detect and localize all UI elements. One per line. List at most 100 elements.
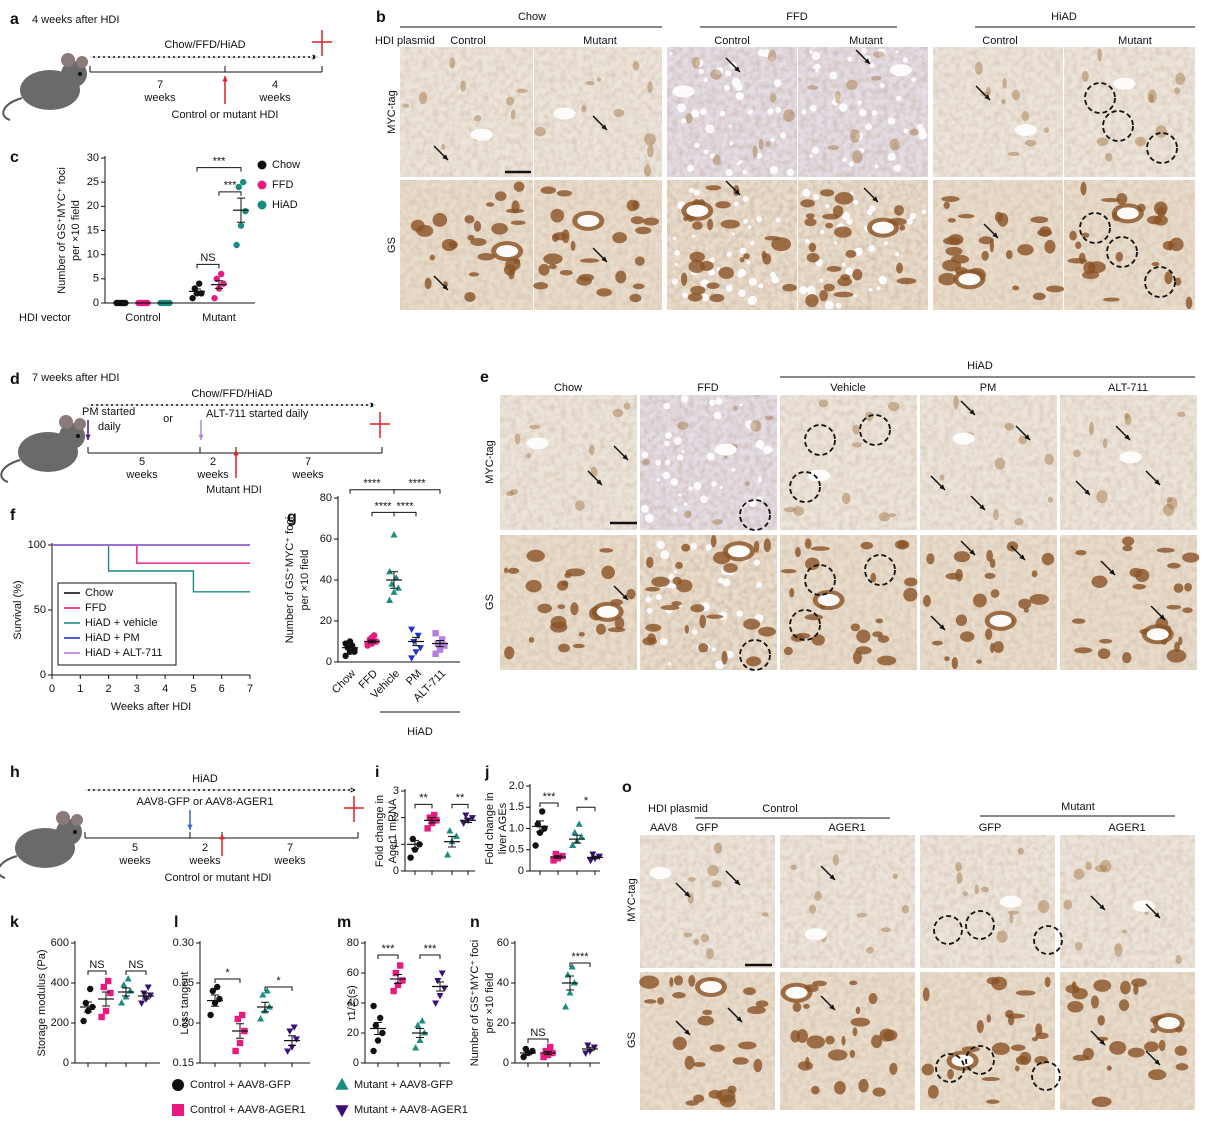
stained-cells [1173,583,1184,593]
data-point [120,981,128,988]
x-axis-label: Weeks after HDI [111,701,192,713]
stained-cells [672,576,682,585]
lipid-vacuole [815,69,819,73]
stained-cells [850,623,861,632]
stained-cells [693,1094,705,1103]
label: 7 [157,79,163,91]
focus-circle [1084,82,1116,114]
stained-cells [811,1085,820,1095]
micrograph-texture [500,395,637,530]
significance-label: * [225,967,230,979]
lipid-vacuole [773,79,782,87]
stained-cells [705,185,722,191]
lipid-vacuole [841,211,850,221]
label: Chow [518,11,546,23]
focus-circle [1144,266,1176,298]
data-point [540,1053,547,1061]
error-bar [346,645,354,650]
data-point [346,638,354,645]
label: weeks [188,855,221,867]
label: weeks [258,92,291,104]
vessel [785,986,808,999]
stained-cells [551,233,559,242]
stained-cells [743,618,761,630]
stained-cells [550,208,565,223]
data-point [392,969,399,977]
alt-arrow-head [198,434,204,440]
label: PM [980,382,997,394]
lipid-vacuole [673,507,678,513]
stained-cells [926,553,935,565]
vessel [672,85,695,98]
pointer-arrow-head [734,879,740,885]
significance-bracket [393,489,441,494]
lipid-vacuole [738,289,746,297]
stained-cells [771,237,792,252]
y-tick-label: 600 [51,937,69,949]
micrograph-texture [798,180,928,310]
lipid-vacuole [865,123,872,131]
stained-cells [441,143,446,150]
stained-cells [943,201,950,209]
stained-cells [526,453,532,459]
data-point [144,984,152,991]
stained-cells [827,145,840,151]
lipid-vacuole [695,59,704,68]
pointer-arrow-head [872,196,878,202]
data-point [377,1014,384,1022]
stained-cells [1109,1040,1127,1055]
lipid-vacuole [747,225,752,230]
stained-cells [985,87,991,96]
lipid-vacuole [748,422,757,431]
error-bar [524,1050,532,1056]
lipid-vacuole [708,268,716,276]
data-point [446,827,454,834]
mouse-icon [2,52,89,121]
vessel [649,867,672,880]
pointer-arrow-head [1099,1039,1105,1045]
pointer-arrow-head [1159,614,1165,620]
y-tick-label: 5 [93,273,99,285]
lipid-vacuole [735,83,743,91]
stained-cells [548,264,557,270]
label: weeks [273,855,306,867]
pointer-arrow-head [684,891,690,897]
data-point [107,989,114,997]
data-point [444,851,452,858]
stained-cells [974,61,983,75]
lipid-vacuole [909,212,917,220]
data-point [569,841,577,849]
data-point [284,1048,292,1055]
data-point [218,270,225,278]
stained-cells [834,226,852,238]
stained-cells [1014,1065,1020,1072]
stained-cells [745,481,751,487]
stained-cells [746,656,762,667]
data-point [211,294,218,302]
data-point [342,652,349,660]
y-tick-label: 1 [393,838,399,850]
stained-cells [823,283,835,292]
lipid-vacuole [725,284,733,292]
stained-cells [872,1087,886,1097]
lipid-vacuole [667,662,672,666]
pointer-arrow-head [622,454,628,460]
data-point [390,588,398,595]
data-point [286,1028,294,1035]
stained-cells [765,141,771,148]
lipid-vacuole [705,124,715,134]
stained-cells [651,576,670,587]
lipid-vacuole [756,581,762,588]
stained-cells [504,646,515,660]
lipid-vacuole [883,241,889,246]
significance-label: * [584,795,589,807]
vessel [1014,123,1037,136]
lipid-vacuole [809,154,813,158]
y-tick-label: 20 [347,1027,359,1039]
legend-label: FFD [85,602,106,614]
vessel [496,245,519,258]
lipid-vacuole [705,544,712,551]
lipid-vacuole [871,109,878,116]
stained-cells [738,1041,757,1050]
stained-cells [1041,552,1055,566]
